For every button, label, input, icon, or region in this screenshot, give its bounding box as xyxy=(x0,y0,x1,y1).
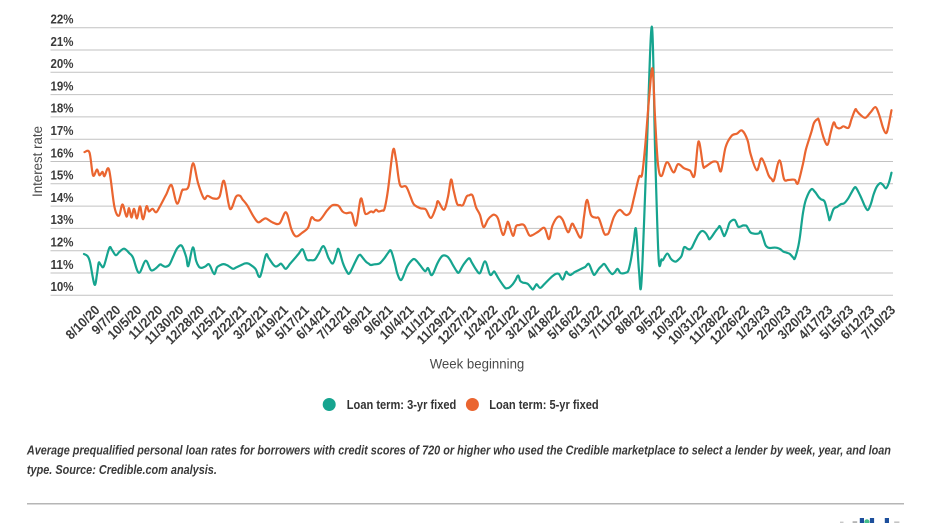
svg-text:21%: 21% xyxy=(51,35,74,49)
svg-text:15%: 15% xyxy=(51,169,74,183)
svg-text:Loan term: 3-yr fixed: Loan term: 3-yr fixed xyxy=(347,397,457,412)
svg-text:12%: 12% xyxy=(51,236,74,250)
svg-text:10%: 10% xyxy=(51,280,74,294)
svg-text:Week beginning: Week beginning xyxy=(430,357,525,372)
svg-text:13%: 13% xyxy=(51,213,74,227)
svg-text:17%: 17% xyxy=(51,124,74,138)
svg-text:11%: 11% xyxy=(51,258,74,272)
svg-text:20%: 20% xyxy=(51,57,74,71)
svg-text:22%: 22% xyxy=(51,13,74,27)
svg-text:Loan term: 5-yr fixed: Loan term: 5-yr fixed xyxy=(489,397,599,412)
svg-text:16%: 16% xyxy=(51,146,74,160)
svg-text:Interest rate: Interest rate xyxy=(30,126,45,197)
svg-text:19%: 19% xyxy=(51,79,74,93)
svg-text:Average prequalified personal: Average prequalified personal loan rates… xyxy=(26,442,891,457)
svg-text:14%: 14% xyxy=(51,191,74,205)
svg-text:type. Source: Credible.com ana: type. Source: Credible.com analysis. xyxy=(27,462,217,477)
svg-text:18%: 18% xyxy=(51,102,74,116)
